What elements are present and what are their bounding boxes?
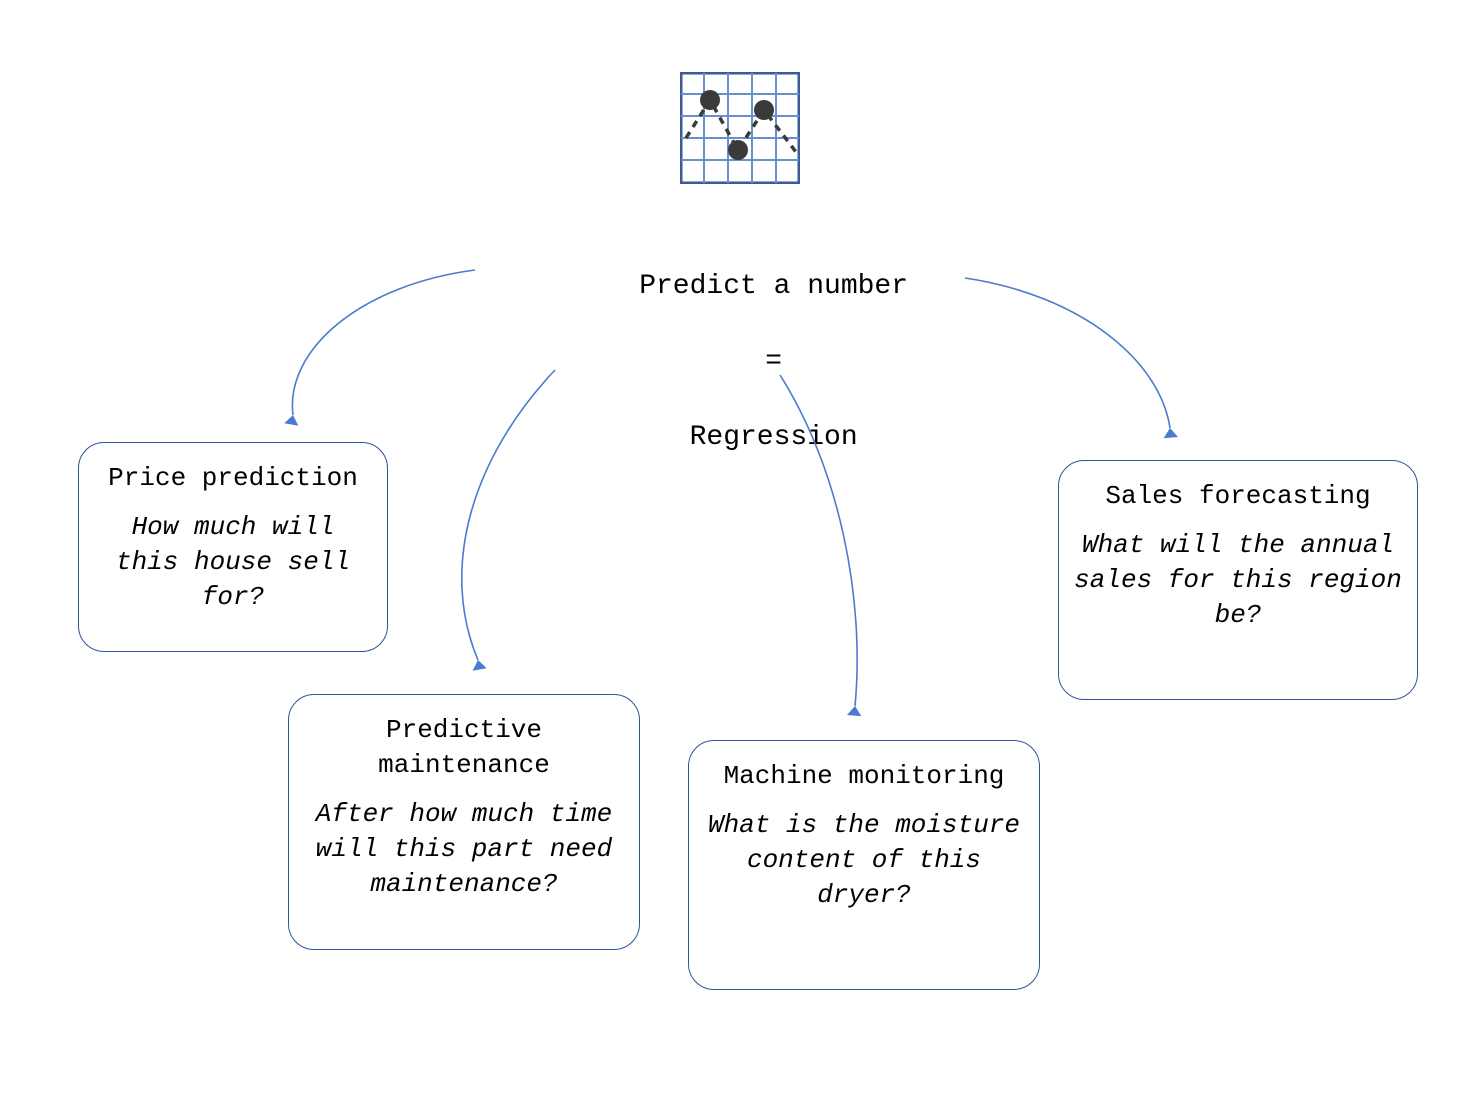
scatter-chart-icon [680, 72, 800, 184]
box-sales-forecasting: Sales forecasting What will the annual s… [1058, 460, 1418, 700]
box-predictive-maintenance: Predictive maintenance After how much ti… [288, 694, 640, 950]
arrowhead-to_sales [1164, 428, 1178, 438]
diagram-canvas: Predict a number = Regression Price pred… [0, 0, 1474, 1100]
box-question: What will the annual sales for this regi… [1073, 528, 1403, 633]
arrow-to_predictive [462, 370, 555, 660]
center-line3: Regression [690, 422, 858, 453]
box-machine-monitoring: Machine monitoring What is the moisture … [688, 740, 1040, 990]
arrowhead-to_machine [847, 706, 861, 716]
box-title: Machine monitoring [703, 759, 1025, 794]
arrowhead-to_price [284, 415, 298, 426]
center-line1: Predict a number [639, 271, 908, 302]
arrow-to_sales [965, 278, 1170, 428]
arrow-to_price [292, 270, 475, 415]
center-label: Predict a number = Regression [560, 230, 920, 495]
box-question: How much will this house sell for? [93, 510, 373, 615]
box-title: Price prediction [93, 461, 373, 496]
center-line2: = [765, 346, 782, 377]
box-price-prediction: Price prediction How much will this hous… [78, 442, 388, 652]
box-title: Sales forecasting [1073, 479, 1403, 514]
arrowhead-to_predictive [473, 660, 487, 671]
box-question: What is the moisture content of this dry… [703, 808, 1025, 913]
box-title: Predictive maintenance [303, 713, 625, 783]
box-question: After how much time will this part need … [303, 797, 625, 902]
